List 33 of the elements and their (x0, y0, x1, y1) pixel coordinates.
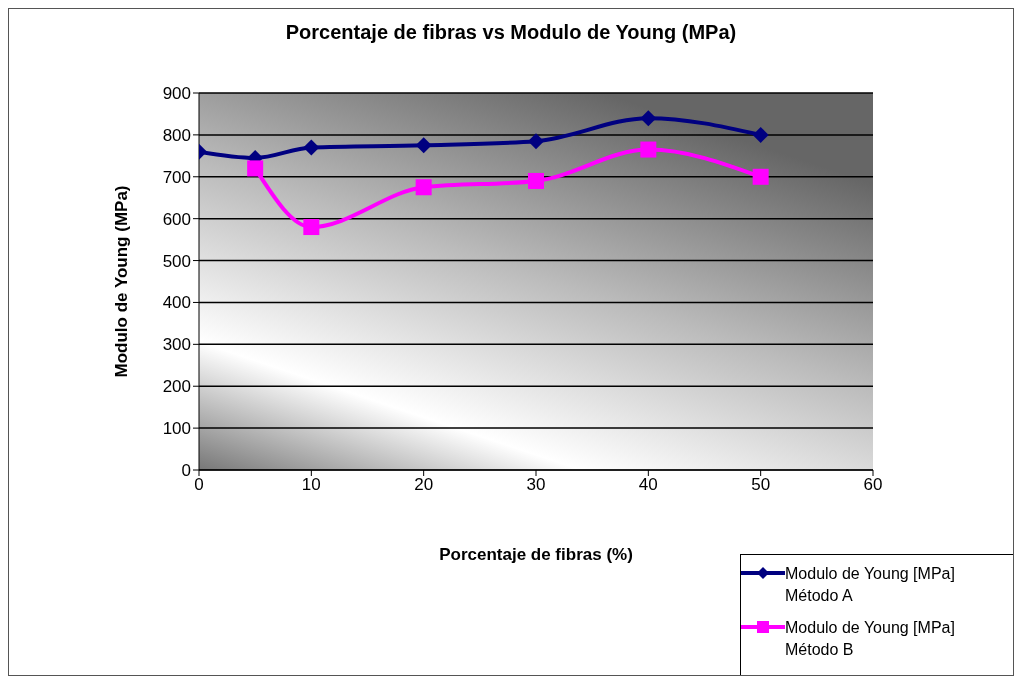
x-tick-label: 20 (414, 475, 434, 495)
chart-title: Porcentaje de fibras vs Modulo de Young (MPa) (284, 21, 738, 44)
x-tick-label: 40 (638, 475, 658, 495)
point (528, 133, 544, 150)
legend-label: Modulo de Young [MPa] Método A (785, 564, 956, 606)
y-tick-label: 800 (162, 125, 191, 145)
x-tick-label: 60 (863, 475, 883, 495)
y-axis-title: Modulo de Young (MPa) (112, 185, 132, 378)
point (752, 168, 769, 185)
point (247, 160, 264, 177)
point (752, 126, 769, 143)
x-axis-title: Porcentaje de fibras (%) (439, 545, 633, 564)
point (528, 172, 544, 189)
y-tick-label: 100 (162, 419, 191, 439)
x-tick-label: 30 (526, 475, 546, 495)
y-tick-label: 700 (162, 167, 191, 187)
y-tick-label: 500 (162, 251, 191, 271)
point (415, 179, 432, 196)
x-tick-label: 50 (751, 475, 771, 495)
x-tick-label: 10 (301, 475, 321, 495)
point (303, 219, 320, 236)
point (640, 141, 657, 158)
point (640, 110, 657, 127)
y-tick-label: 300 (162, 335, 191, 355)
y-tick-label: 900 (162, 84, 191, 104)
y-tick-label: 600 (162, 209, 191, 229)
y-tick-label: 200 (162, 377, 191, 397)
y-tick-label: 0 (181, 461, 191, 481)
x-tick-label: 0 (194, 475, 204, 495)
y-tick-label: 400 (162, 293, 191, 313)
point (415, 137, 432, 154)
point (303, 139, 320, 156)
legend-label: Modulo de Young [MPa] Método B (785, 618, 956, 660)
